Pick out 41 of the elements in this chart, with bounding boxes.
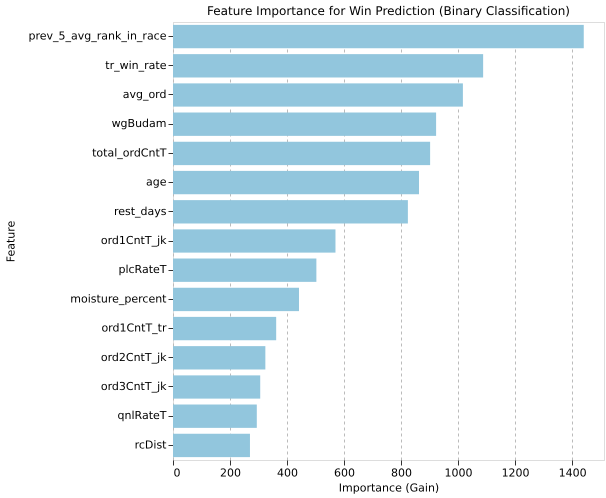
bar: [173, 229, 336, 253]
x-tick-label: 400: [277, 466, 298, 480]
bar: [173, 316, 276, 340]
bar: [173, 83, 463, 107]
bar: [173, 200, 408, 224]
bar: [173, 375, 260, 399]
y-tick-label: ord3CntT_jk: [100, 380, 168, 393]
bar: [173, 404, 257, 428]
bar: [173, 24, 584, 48]
bar: [173, 258, 316, 282]
y-tick-label: tr_win_rate: [105, 58, 167, 72]
x-tick-label: 800: [391, 466, 412, 480]
x-tick-label: 0: [174, 466, 180, 480]
y-tick-label: total_ordCntT: [92, 146, 167, 160]
bar: [173, 346, 266, 370]
y-tick-label: ord2CntT_jk: [100, 350, 168, 364]
y-axis-title: Feature: [4, 220, 18, 262]
x-tick-label: 1000: [444, 466, 473, 480]
x-tick-label: 600: [334, 466, 356, 480]
bar: [173, 54, 484, 78]
y-tick-label: avg_ord: [122, 88, 166, 101]
y-tick-label: moisture_percent: [70, 292, 168, 306]
bar: [173, 434, 250, 458]
y-tick-label: age: [146, 176, 167, 189]
bar: [173, 170, 419, 194]
y-tick-label: rest_days: [114, 204, 167, 218]
x-axis-title: Importance (Gain): [338, 482, 440, 494]
y-tick-label: rcDist: [134, 438, 168, 452]
y-tick-label: ord1CntT_jk: [100, 234, 168, 247]
bar: [173, 288, 299, 312]
x-tick-label: 1200: [502, 466, 530, 480]
y-tick-label: prev_5_avg_rank_in_race: [28, 30, 167, 43]
y-tick-label: ord1CntT_tr: [101, 322, 167, 335]
x-tick-label: 1400: [558, 466, 587, 480]
y-tick-label: plcRateT: [118, 263, 167, 276]
y-tick-label: wgBudam: [112, 117, 166, 130]
bar: [173, 142, 430, 166]
bar: [173, 112, 436, 136]
y-tick-label: qnlRateT: [118, 409, 167, 422]
x-tick-label: 200: [220, 466, 242, 480]
chart-title: Feature Importance for Win Prediction (Binary Classification): [207, 4, 570, 18]
